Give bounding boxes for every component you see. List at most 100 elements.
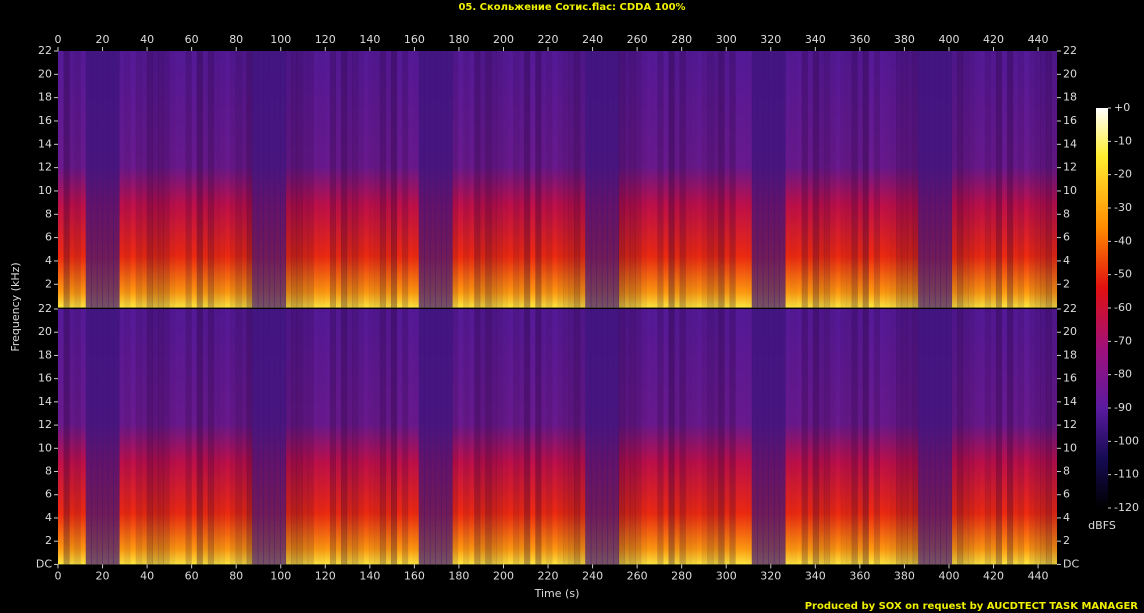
spectrogram-texture bbox=[318, 309, 325, 565]
spectrogram-texture bbox=[1029, 51, 1036, 308]
x-tick-label: 180 bbox=[448, 569, 469, 582]
y-tick-label: DC bbox=[1063, 557, 1079, 570]
spectrogram-texture bbox=[268, 309, 275, 565]
spectrogram-texture bbox=[107, 51, 114, 308]
spectrogram-texture bbox=[280, 309, 287, 565]
spectrogram-texture bbox=[252, 309, 259, 565]
spectrogram-texture bbox=[668, 51, 675, 308]
spectrogram-texture bbox=[485, 51, 492, 308]
spectrogram-texture bbox=[679, 51, 686, 308]
y-tick-label: 16 bbox=[1063, 114, 1077, 127]
y-tick-label: 2 bbox=[45, 534, 52, 547]
spectrogram-texture bbox=[962, 309, 969, 565]
spectrogram-texture bbox=[712, 309, 719, 565]
spectrogram-texture bbox=[474, 309, 481, 565]
x-tick-label: 100 bbox=[270, 569, 291, 582]
x-tick-label: 140 bbox=[359, 569, 380, 582]
spectrogram-texture bbox=[74, 51, 81, 308]
spectrogram-texture bbox=[979, 309, 985, 564]
spectrogram-texture bbox=[335, 51, 342, 308]
spectrogram-texture bbox=[146, 309, 153, 565]
spectrogram-texture bbox=[823, 309, 830, 565]
y-tick-label: 18 bbox=[38, 91, 52, 104]
spectrogram-texture bbox=[63, 309, 70, 565]
spectrogram-texture bbox=[524, 51, 531, 308]
spectrogram-texture bbox=[490, 51, 497, 308]
y-tick-label: 20 bbox=[38, 67, 52, 80]
y-tick-label: 14 bbox=[38, 395, 52, 408]
spectrogram-texture bbox=[818, 51, 825, 308]
spectrogram-texture bbox=[141, 51, 148, 308]
spectrogram-texture bbox=[230, 51, 237, 308]
spectrogram-texture bbox=[601, 309, 608, 565]
spectrogram-texture bbox=[152, 309, 159, 565]
spectrogram-texture bbox=[574, 51, 581, 308]
spectrogram-texture bbox=[746, 51, 752, 308]
spectrogram-texture bbox=[546, 309, 553, 565]
spectrogram-texture bbox=[446, 51, 453, 308]
y-tick-label: 6 bbox=[1063, 488, 1070, 501]
spectrogram-texture bbox=[1012, 309, 1019, 565]
y-tick-label: 2 bbox=[1063, 534, 1070, 547]
spectrogram-texture bbox=[496, 51, 503, 308]
spectrogram-texture bbox=[1051, 309, 1058, 565]
spectrogram-texture bbox=[968, 309, 975, 565]
spectrogram-texture bbox=[474, 51, 481, 308]
x-tick-label: 400 bbox=[938, 33, 959, 46]
y-tick-label: 4 bbox=[45, 254, 52, 267]
x-tick-label: 160 bbox=[404, 569, 425, 582]
x-tick-label: 400 bbox=[938, 569, 959, 582]
spectrogram-texture bbox=[252, 51, 259, 308]
spectrogram-texture bbox=[346, 51, 353, 308]
y-tick-label: 22 bbox=[1063, 44, 1077, 57]
spectrogram-texture bbox=[1007, 309, 1014, 565]
spectrogram-texture bbox=[329, 309, 336, 565]
spectrogram-texture bbox=[707, 309, 714, 565]
spectrogram-texture bbox=[685, 51, 692, 308]
spectrogram-texture bbox=[102, 309, 109, 565]
colorbar-tick-label: -20 bbox=[1114, 168, 1132, 181]
spectrogram-texture bbox=[291, 309, 298, 565]
x-tick-label: 420 bbox=[983, 33, 1004, 46]
spectrogram-texture bbox=[901, 51, 908, 308]
spectrogram-texture bbox=[629, 309, 636, 565]
spectrogram-texture bbox=[862, 51, 869, 308]
spectrogram-texture bbox=[96, 51, 103, 308]
spectrogram-texture bbox=[213, 309, 220, 565]
spectrogram-texture bbox=[69, 309, 76, 565]
y-tick-label: 10 bbox=[38, 184, 52, 197]
spectrogram-texture bbox=[341, 51, 348, 308]
spectrogram-texture bbox=[618, 309, 625, 565]
spectrogram-texture bbox=[840, 51, 847, 308]
x-tick-label: 160 bbox=[404, 33, 425, 46]
spectrogram-texture bbox=[202, 309, 209, 565]
spectrogram-texture bbox=[368, 51, 375, 308]
spectrogram-texture bbox=[607, 51, 614, 308]
spectrogram-texture bbox=[479, 309, 486, 565]
spectrogram-texture bbox=[579, 51, 586, 308]
spectrogram-texture bbox=[934, 51, 941, 308]
spectrogram-texture bbox=[679, 309, 686, 565]
spectrogram-texture bbox=[879, 51, 885, 308]
spectrogram-texture bbox=[225, 309, 231, 564]
colorbar-tick-label: -70 bbox=[1114, 334, 1132, 347]
spectrogram-texture bbox=[990, 309, 997, 565]
spectrogram-texture bbox=[652, 309, 658, 564]
spectrogram-texture bbox=[452, 51, 459, 308]
spectrogram-texture bbox=[873, 51, 880, 308]
x-tick-label: 300 bbox=[716, 33, 737, 46]
spectrogram-texture bbox=[452, 309, 459, 565]
spectrogram-texture bbox=[119, 51, 125, 308]
spectrogram-texture bbox=[1040, 309, 1047, 565]
spectrogram-texture bbox=[790, 51, 797, 308]
spectrogram-texture bbox=[1018, 51, 1025, 308]
spectrogram-texture bbox=[696, 309, 702, 564]
x-tick-label: 0 bbox=[55, 569, 62, 582]
spectrogram-texture bbox=[762, 309, 769, 565]
spectrogram-texture bbox=[979, 51, 985, 308]
spectrogram-texture bbox=[91, 51, 98, 308]
y-axis-label: Frequency (kHz) bbox=[9, 262, 22, 351]
spectrogram-texture bbox=[169, 51, 176, 308]
